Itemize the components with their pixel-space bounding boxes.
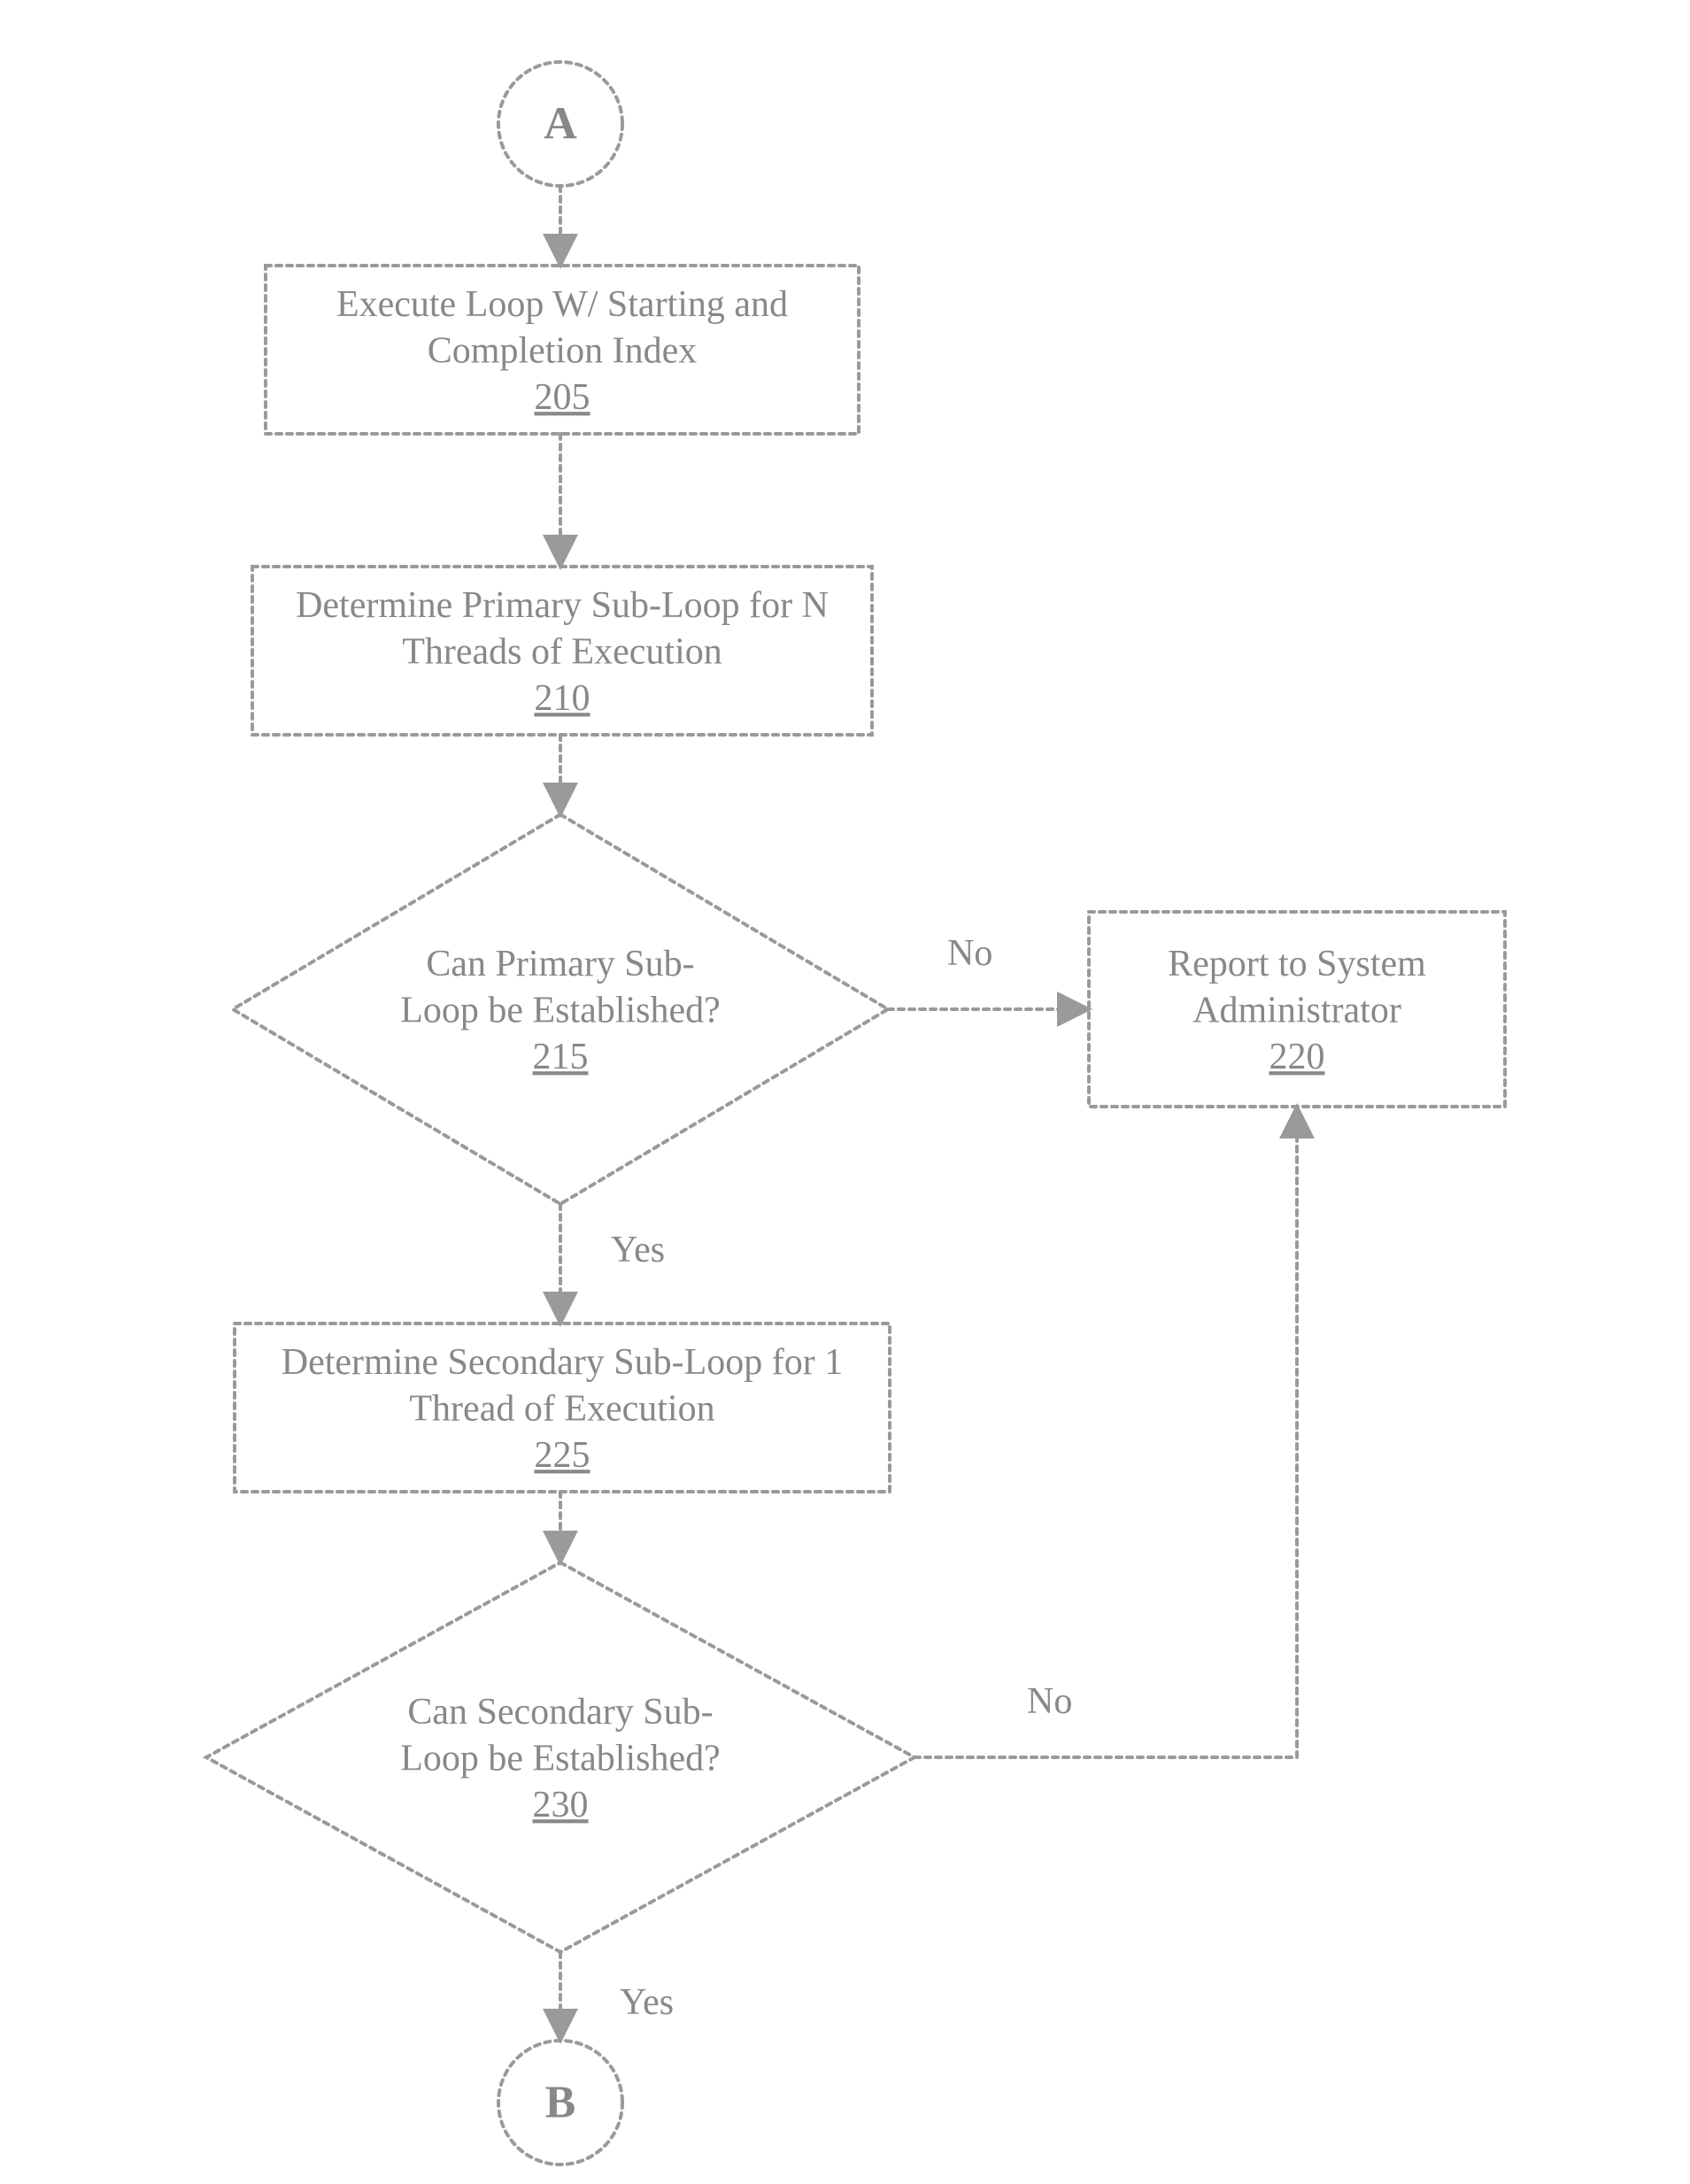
node-A: A (498, 62, 622, 186)
svg-text:Loop be Established?: Loop be Established? (400, 1739, 721, 1779)
node-n215-ref: 215 (533, 1037, 589, 1077)
svg-text:Can Secondary Sub-: Can Secondary Sub- (407, 1692, 713, 1733)
svg-text:Threads of Execution: Threads of Execution (402, 632, 722, 673)
node-n230-ref: 230 (533, 1785, 589, 1825)
connector-label-B: B (545, 2078, 576, 2128)
node-n215-label: Can Primary Sub- Loop be Established? 215 (400, 944, 721, 1077)
node-n210: Determine Primary Sub-Loop for N Threads … (252, 567, 872, 735)
edge-label-n230-n220: No (1027, 1681, 1072, 1722)
node-n220-ref: 220 (1269, 1037, 1325, 1077)
edge-label-n215-n225: Yes (611, 1230, 665, 1270)
svg-text:Determine Secondary Sub-Loop f: Determine Secondary Sub-Loop for 1 (282, 1342, 844, 1383)
svg-text:Administrator: Administrator (1192, 991, 1401, 1031)
node-n225: Determine Secondary Sub-Loop for 1 Thread… (235, 1324, 890, 1492)
node-n210-label: Determine Primary Sub-Loop for N Threads … (296, 585, 829, 719)
edge-label-n215-n220: No (947, 933, 992, 974)
node-n220: Report to System Administrator 220 (1089, 912, 1505, 1107)
svg-text:Loop be Established?: Loop be Established? (400, 991, 721, 1031)
svg-text:Report to System: Report to System (1168, 944, 1426, 984)
svg-text:Execute Loop W/ Starting and: Execute Loop W/ Starting and (336, 284, 788, 325)
node-n230-label: Can Secondary Sub- Loop be Established? 23… (400, 1692, 721, 1825)
edge-n230-n220 (914, 1107, 1297, 1757)
node-n230: Can Secondary Sub- Loop be Established? 23… (206, 1563, 914, 1952)
connector-label-A: A (544, 99, 577, 150)
node-B: B (498, 2041, 622, 2165)
node-n225-label: Determine Secondary Sub-Loop for 1 Thread… (282, 1342, 844, 1476)
node-n205-ref: 205 (535, 377, 590, 418)
node-n215: Can Primary Sub- Loop be Established? 215 (233, 814, 888, 1204)
svg-text:Completion Index: Completion Index (428, 331, 697, 372)
svg-text:Thread of Execution: Thread of Execution (409, 1389, 714, 1430)
node-n205-label: Execute Loop W/ Starting and Completion I… (336, 284, 788, 418)
svg-text:Can Primary Sub-: Can Primary Sub- (426, 944, 694, 984)
node-n210-ref: 210 (535, 678, 590, 719)
node-n205: Execute Loop W/ Starting and Completion I… (266, 266, 859, 434)
node-n220-label: Report to System Administrator 220 (1168, 944, 1426, 1077)
edge-label-n230-B: Yes (620, 1982, 674, 2023)
svg-text:Determine Primary Sub-Loop for: Determine Primary Sub-Loop for N (296, 585, 829, 626)
node-n225-ref: 225 (535, 1435, 590, 1476)
